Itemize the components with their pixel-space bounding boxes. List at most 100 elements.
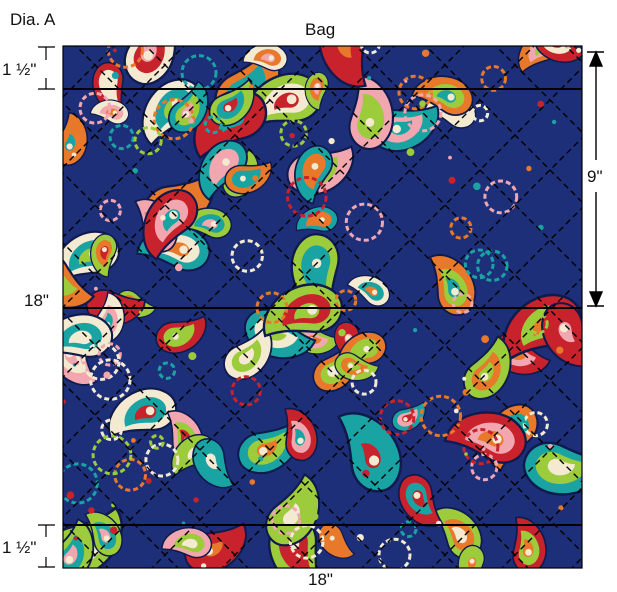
dot-motif: [193, 497, 199, 503]
paisley-motif: [107, 387, 178, 438]
quilting-line: [63, 102, 529, 568]
dot-motif: [464, 452, 468, 456]
dot-motif: [145, 478, 152, 484]
swirl-motif: [463, 248, 495, 280]
dot-motif: [406, 148, 415, 157]
paisley-motif: [541, 302, 582, 368]
dot-motif: [419, 100, 426, 107]
swirl-motif: [152, 98, 195, 141]
dot-motif: [448, 155, 452, 160]
paisley-motif: [462, 335, 512, 400]
dot-motif: [526, 165, 532, 172]
dot-motif: [404, 79, 408, 83]
dot-motif: [131, 438, 136, 443]
swirl-motif: [476, 249, 509, 282]
swirl-motif: [399, 520, 418, 538]
left-height-label: 18": [24, 291, 49, 310]
dot-motif: [551, 119, 557, 125]
dot-motif: [328, 138, 335, 145]
swirl-motif: [279, 119, 308, 148]
swirl-motif: [78, 91, 112, 125]
arrow-down-icon: [588, 291, 604, 308]
swirl-motif: [100, 418, 123, 442]
swirl-motif: [89, 358, 132, 401]
top-band-dimension: [38, 46, 55, 90]
swirl-motif: [378, 399, 416, 436]
dot-motif: [421, 49, 430, 57]
dot-motif: [249, 479, 256, 485]
swirl-motif: [470, 103, 490, 123]
swirl-motif: [149, 434, 165, 450]
swirl-motif: [108, 123, 135, 151]
dot-motif: [71, 152, 77, 157]
paisley-motif: [294, 144, 334, 205]
dot-motif: [200, 563, 207, 568]
quilting-line: [63, 312, 319, 568]
swirl-motif: [403, 93, 443, 133]
dot-motif: [63, 399, 66, 404]
dot-motif: [138, 310, 142, 314]
dot-motif: [366, 75, 372, 81]
bottom-band-dimension: [38, 524, 55, 568]
swirl-motif: [397, 74, 434, 111]
dot-motif: [160, 215, 166, 221]
swirl-motif: [350, 368, 378, 396]
paisley-motif: [155, 315, 207, 354]
swirl-motif: [133, 126, 163, 156]
quilting-line: [75, 46, 582, 553]
paisley-motif: [336, 412, 403, 493]
paisley-motif: [532, 46, 582, 64]
bottom-band-label: 1 ½": [2, 538, 36, 557]
dot-motif: [66, 491, 75, 500]
swirl-motif: [106, 46, 144, 69]
quilting-line: [63, 382, 249, 568]
panel-title: Bag: [305, 20, 335, 39]
paisley-motif: [284, 407, 318, 462]
paisley-motif: [428, 254, 477, 317]
quilting-line: [63, 46, 185, 168]
swirl-motif: [344, 202, 384, 242]
paisley-motif: [198, 139, 248, 202]
dot-motif: [113, 48, 117, 53]
swirl-motif: [522, 411, 549, 438]
swirl-motif: [377, 537, 412, 568]
dot-motif: [111, 71, 119, 80]
dot-motif: [558, 505, 564, 511]
paisley-motif: [63, 517, 95, 568]
dot-motif: [448, 176, 456, 184]
dot-motif: [518, 416, 526, 424]
paisley-motif: [242, 46, 288, 72]
paisley-motif: [142, 189, 199, 261]
paisley-motif: [334, 352, 380, 382]
top-band-label: 1 ½": [2, 60, 36, 79]
dot-motif: [473, 182, 481, 191]
paisley-motif: [224, 161, 273, 195]
dot-motif: [188, 352, 197, 361]
dot-motif: [541, 547, 545, 552]
dot-motif: [338, 329, 346, 337]
quilting-line: [63, 452, 179, 568]
quilting-line: [81, 67, 582, 568]
dot-motif: [103, 371, 111, 379]
swirl-motif: [98, 198, 122, 223]
quilting-line: [63, 46, 395, 378]
dot-motif: [413, 328, 418, 333]
paisley-motif: [348, 75, 395, 151]
arrow-up-icon: [588, 50, 604, 67]
dot-motif: [462, 376, 467, 381]
quilting-line: [63, 172, 459, 568]
quilting-line: [63, 46, 465, 448]
swirl-motif: [451, 292, 474, 315]
dot-motif: [481, 335, 489, 343]
dot-motif: [576, 47, 582, 53]
dot-motif: [289, 132, 295, 139]
paisley-motif: [90, 233, 118, 278]
swirl-motif: [419, 394, 462, 438]
swirl-motif: [449, 216, 473, 240]
swirl-motif: [230, 239, 264, 273]
swirl-motif: [526, 312, 549, 335]
quilting-line: [0, 0, 20, 592]
dot-motif: [537, 100, 544, 108]
